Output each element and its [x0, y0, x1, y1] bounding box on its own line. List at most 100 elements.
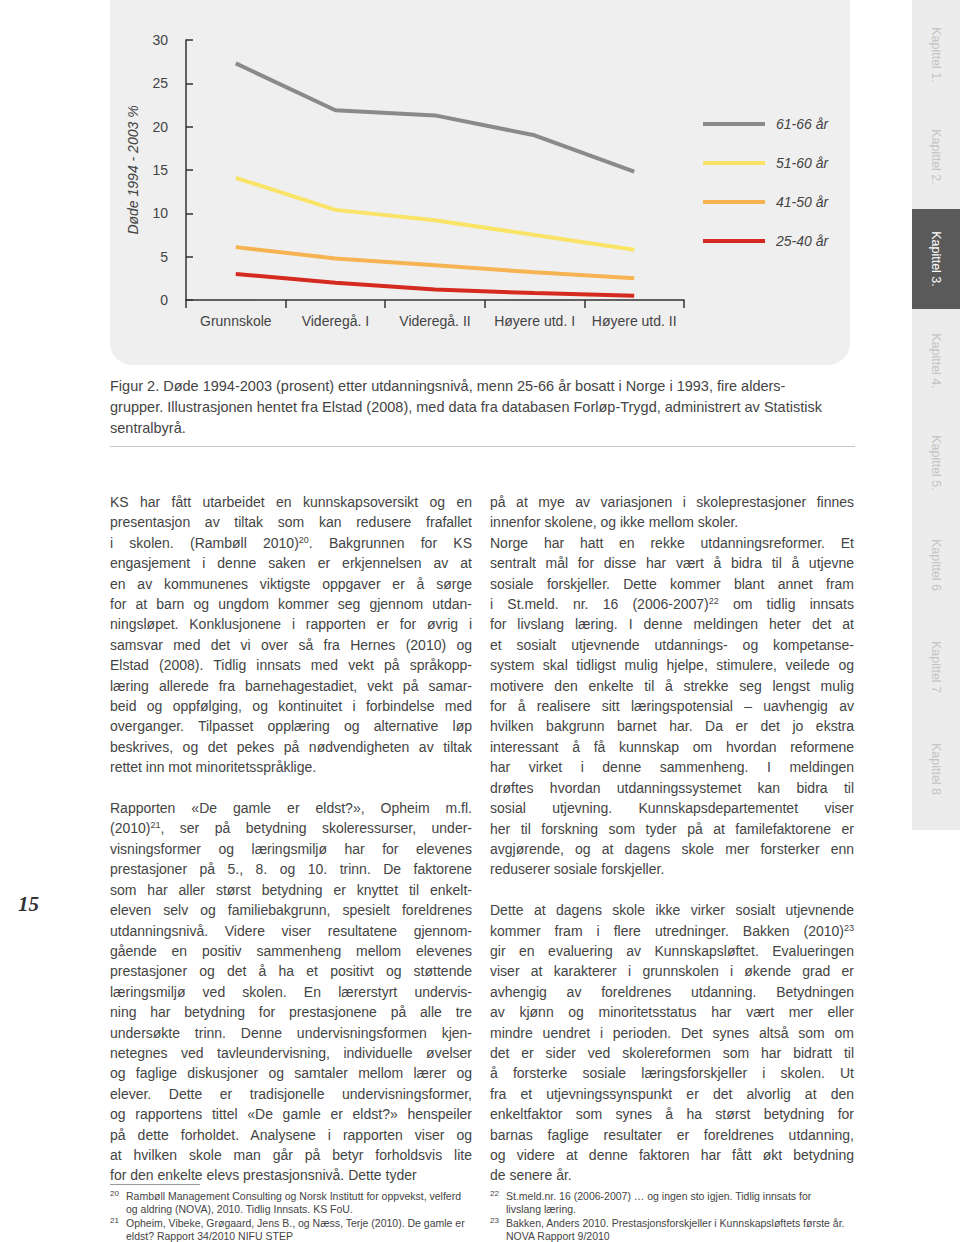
html-text:ning har betydning for prestas: ning har betydning for prestasjonene på … — [110, 1004, 472, 1021]
html-text:på at mye av variasjonen i sko: på at mye av variasjonen i skoleprestasj… — [490, 494, 854, 510]
html-text:drøftes hvordan utdanningssyst: drøftes hvordan utdanningssystemet kan b… — [490, 779, 854, 796]
html-text:at hvilken skole man går på be: at hvilken skole man går på betyr forhol… — [110, 1147, 472, 1163]
html-text:Kapittel 6: Kapittel 6 — [929, 538, 943, 592]
svg-text:30: 30 — [152, 32, 168, 48]
html-text:Figur 2. Døde 1994-2003 (prose: Figur 2. Døde 1994-2003 (prosent) etter … — [110, 378, 786, 394]
html-text:læringsmiljø ved skolen. En læ: læringsmiljø ved skolen. En lærerstyrt u… — [110, 983, 472, 1000]
svg-text:Grunnskole: Grunnskole — [200, 313, 272, 329]
html-text:beskrives, og det pekes på nød: beskrives, og det pekes på nødvendighete… — [110, 738, 472, 755]
html-text:avgjørende, og at dagens skole: avgjørende, og at dagens skole mer forst… — [490, 840, 854, 857]
html-text:Kapittel 2.: Kapittel 2. — [929, 129, 943, 185]
html-text:gående en positiv sammenheng m: gående en positiv sammenheng mellom elev… — [110, 942, 472, 959]
svg-text:41-50 år: 41-50 år — [776, 194, 829, 210]
html-text:presentasjon av tiltak som kan: presentasjon av tiltak som kan redusere … — [110, 514, 472, 531]
svg-text:Døde 1994 - 2003 %: Døde 1994 - 2003 % — [125, 105, 141, 234]
html-text:system skal tidligst mulig hje: system skal tidligst mulig hjelpe, stimu… — [490, 657, 854, 674]
svg-text:51-60 år: 51-60 år — [776, 155, 829, 171]
html-text:utdanningsnivå. Videre viser r: utdanningsnivå. Videre viser resultatene… — [110, 922, 472, 939]
html-text:å forsterke sosiale læringsfor: å forsterke sosiale læringsforskjeller i… — [490, 1065, 854, 1082]
html-text:som har aller størst betydning: som har aller størst betydning er knytte… — [110, 881, 472, 898]
html-text:KS har fått utarbeidet en kunn: KS har fått utarbeidet en kunnskapsovers… — [110, 494, 472, 510]
svg-text:Høyere utd. II: Høyere utd. II — [592, 313, 677, 329]
html-text:sosiale forskjeller. Dette kom: sosiale forskjeller. Dette kommer blant … — [490, 575, 854, 592]
html-text:sentralbyrå.: sentralbyrå. — [110, 420, 186, 436]
html-text:for den enkelte elevs prestasj: for den enkelte elevs prestasjonsnivå. D… — [110, 1167, 417, 1184]
html-text:prestasjoner og det å ha et po: prestasjoner og det å ha et positivt og … — [110, 963, 472, 980]
svg-text:10: 10 — [152, 205, 168, 221]
svg-text:0: 0 — [160, 292, 168, 308]
svg-text:Videregå. I: Videregå. I — [302, 313, 369, 329]
html-text:ningsløpet. Konklusjonene i ra: ningsløpet. Konklusjonene i rapporten er… — [110, 616, 472, 633]
html-text:Norge har hatt en rekke utdann: Norge har hatt en rekke utdanningsreform… — [490, 534, 854, 551]
html-text:og rapportens tittel «De gamle: og rapportens tittel «De gamle er eldst?… — [110, 1106, 472, 1123]
html-text:sentralt mål for disse har vær: sentralt mål for disse har vært å bidra … — [490, 555, 854, 572]
html-text:Kapittel 5.: Kapittel 5. — [929, 435, 943, 491]
html-text:en av kommunenes viktigste opp: en av kommunenes viktigste oppgaver er å… — [110, 575, 472, 592]
html-text:et sosialt utjevnende utdannin: et sosialt utjevnende utdannings- og kom… — [490, 636, 854, 653]
html-text:her til forskning som tyder på: her til forskning som tyder på at famile… — [490, 820, 854, 837]
html-text:det er sider ved skolereformen: det er sider ved skolereformen som har b… — [490, 1045, 854, 1061]
html-text:de senere år.: de senere år. — [490, 1167, 572, 1184]
html-text:15: 15 — [18, 892, 39, 916]
html-text:for livslang læring. I denne m: for livslang læring. I denne meldingen h… — [490, 616, 854, 633]
svg-text:Høyere utd. I: Høyere utd. I — [494, 313, 575, 329]
html-text:rettet inn mot minoritetsspråk: rettet inn mot minoritetsspråklige. — [110, 759, 317, 776]
html-text:sosial utjevning. Kunnskapsdep: sosial utjevning. Kunnskapsdepartementet… — [490, 800, 854, 817]
html-text:samsvar med det vi over så fra: samsvar med det vi over så fra Hernes (2… — [110, 636, 472, 653]
html-text:grupper. Illustrasjonen hentet: grupper. Illustrasjonen hentet fra Elsta… — [110, 399, 822, 415]
html-text:netegnes ved tavleundervisning: netegnes ved tavleundervisning, individu… — [110, 1045, 472, 1061]
html-text:og aldring (NOVA), 2010. Tidli: og aldring (NOVA), 2010. Tidlig Innsats.… — [126, 1203, 353, 1215]
html-text:kommer fram i flere utredninge: kommer fram i flere utredninger. Bakken … — [490, 922, 854, 939]
svg-text:5: 5 — [160, 249, 168, 265]
html-text:Kapittel 3.: Kapittel 3. — [929, 231, 943, 287]
html-text:for at barn og ungdom kommer s: for at barn og ungdom kommer seg gjennom… — [110, 596, 472, 612]
html-text:innenfor skolene, og ikke mell: innenfor skolene, og ikke mellom skoler. — [490, 514, 739, 531]
html-text:av kjønn og minoritetsstatus h: av kjønn og minoritetsstatus har vært me… — [490, 1004, 854, 1021]
html-text:visningsformer og læringsmiljø: visningsformer og læringsmiljø har for e… — [110, 840, 472, 857]
html-text:viser at karakterer i grunnsko: viser at karakterer i grunnskolen i øken… — [490, 963, 854, 980]
html-text:har virket i denne sammenheng.: har virket i denne sammenheng. I melding… — [490, 759, 854, 776]
html-text:på dette forholdet. Analysene: på dette forholdet. Analysene i rapporte… — [110, 1126, 472, 1143]
html-text:eldst? Rapport 34/2010 NIFU ST: eldst? Rapport 34/2010 NIFU STEP — [126, 1230, 293, 1242]
html-text:undersøkte trinn. Denne underv: undersøkte trinn. Denne undervisningsfor… — [110, 1024, 472, 1041]
html-text:mindre uendret i perioden. Det: mindre uendret i perioden. Det synes alt… — [490, 1024, 854, 1041]
html-text:engasjement i denne saken er e: engasjement i denne saken er erkjennelse… — [110, 555, 472, 572]
svg-text:25: 25 — [152, 75, 168, 91]
html-text:motivere den enkelte til å str: motivere den enkelte til å strekke seg l… — [490, 677, 854, 694]
html-text:reduserer sosiale forskjeller.: reduserer sosiale forskjeller. — [490, 861, 665, 878]
svg-text:Videregå. II: Videregå. II — [399, 313, 470, 329]
html-text:Opheim, Vibeke, Grøgaard, Jens: Opheim, Vibeke, Grøgaard, Jens B., og Næ… — [126, 1217, 465, 1229]
html-text:enkeltfaktor som synes å ha st: enkeltfaktor som synes å ha størst betyd… — [490, 1106, 854, 1123]
svg-text:20: 20 — [152, 119, 168, 135]
html-text:avhengig av foreldrenes utdann: avhengig av foreldrenes utdanning. Betyd… — [490, 983, 854, 1000]
html-text:Kapittel 4.: Kapittel 4. — [929, 333, 943, 389]
html-text:overganger. Tilpasset opplærin: overganger. Tilpasset opplæring og alter… — [110, 718, 472, 735]
html-text:i St.meld. nr. 16 (2006-2007)2: i St.meld. nr. 16 (2006-2007)22om tidlig… — [490, 596, 854, 612]
html-text:barnas faglige resultater er f: barnas faglige resultater er foreldrenes… — [490, 1126, 854, 1143]
html-text:prestasjoner på 5., 8. og 10.: prestasjoner på 5., 8. og 10. trinn. De … — [110, 861, 472, 878]
html-text:eleven selv og familiebakgrunn: eleven selv og familiebakgrunn, spesielt… — [110, 902, 472, 919]
html-text:Kapittel 1.: Kapittel 1. — [929, 27, 943, 83]
html-text:hvilken bakgrunn barnet har. D: hvilken bakgrunn barnet har. Da er det j… — [490, 718, 854, 735]
html-text:læring allerede fra barnehages: læring allerede fra barnehagestadiet, ve… — [110, 677, 472, 694]
html-text:gir en evaluering av Kunnskaps: gir en evaluering av Kunnskapsløftet. Ev… — [490, 942, 854, 959]
html-text:for å realisere sitt læringspo: for å realisere sitt læringspotensial – … — [490, 698, 854, 715]
html-text:elever. Dette er tradisjonelle: elever. Dette er tradisjonelle undervisn… — [110, 1085, 472, 1102]
html-text:Kapittel 7: Kapittel 7 — [929, 640, 943, 694]
svg-text:15: 15 — [152, 162, 168, 178]
html-text:Elstad (2008). Tidlig innsats: Elstad (2008). Tidlig innsats med vekt p… — [110, 657, 472, 674]
html-text:Kapittel 8: Kapittel 8 — [929, 742, 943, 796]
html-text:(2010)21, ser på betydning sko: (2010)21, ser på betydning skoleressurse… — [110, 820, 472, 837]
html-text:interessant å få kunnskap om h: interessant å få kunnskap om hvordan ref… — [490, 738, 854, 755]
html-text:beid og oppfølging, og kontinu: beid og oppfølging, og kontinuitet i for… — [110, 698, 472, 715]
svg-text:25-40 år: 25-40 år — [775, 233, 829, 249]
html-text:fra et utjevningssynspunkt er: fra et utjevningssynspunkt er det alvorl… — [490, 1085, 854, 1102]
html-text:og videre at denne faktoren ha: og videre at denne faktoren har fått økt… — [490, 1147, 854, 1163]
html-text:Rapporten «De gamle er eldst?»: Rapporten «De gamle er eldst?», Opheim m… — [110, 800, 472, 817]
svg-text:61-66 år: 61-66 år — [776, 116, 829, 132]
html-text:i skolen. (Rambøll 2010)20. Ba: i skolen. (Rambøll 2010)20. Bakgrunnen f… — [110, 534, 472, 551]
html-text:Rambøll Management Consulting: Rambøll Management Consulting og Norsk I… — [126, 1190, 461, 1202]
html-text:Dette at dagens skole ikke vir: Dette at dagens skole ikke virker sosial… — [490, 902, 854, 919]
html-text:St.meld.nr. 16 (2006-2007) … o: St.meld.nr. 16 (2006-2007) … og ingen st… — [506, 1190, 812, 1202]
html-text:og faglige diskusjoner og samt: og faglige diskusjoner og samtaler mello… — [110, 1065, 472, 1082]
